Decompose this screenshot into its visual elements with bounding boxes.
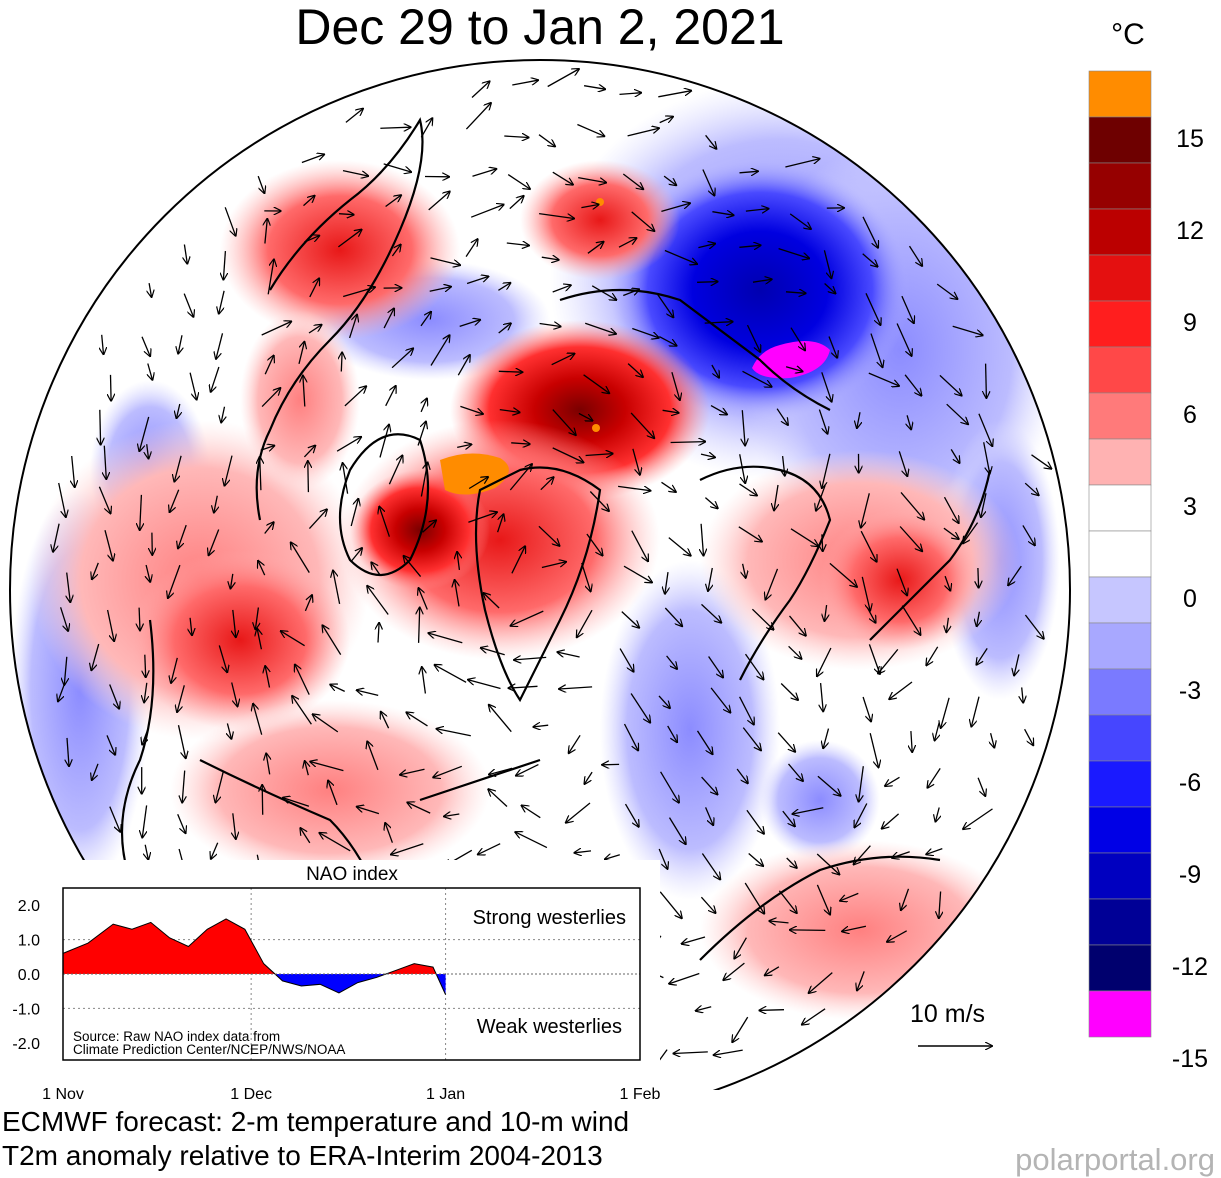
legend-color-box [1089,71,1151,117]
legend-tick-label: 9 [1160,309,1220,337]
legend-tick-label: -3 [1160,677,1220,705]
legend-unit: °C [1098,18,1158,52]
nao-title: NAO index [306,864,398,885]
legend-color-box [1089,577,1151,623]
legend-color-box [1089,209,1151,255]
legend-color-box [1089,715,1151,761]
color-legend [1088,70,1154,1090]
wind-scale-label: 10 m/s [910,1000,985,1029]
legend-color-box [1089,531,1151,577]
legend-color-box [1089,347,1151,393]
wind-arrow [790,930,826,931]
nao-x-tick-label: 1 Feb [620,1086,661,1103]
nao-index-chart: NAO index Strong westerlies Weak westerl… [0,860,680,1110]
wind-arrow [822,534,823,551]
legend-tick-label: -6 [1160,769,1220,797]
legend-color-box [1089,623,1151,669]
credit-link[interactable]: polarportal.org [1015,1142,1215,1178]
nao-y-tick-label: -2.0 [12,1036,40,1053]
nao-x-tick-label: 1 Jan [426,1086,465,1103]
legend-tick-label: -12 [1160,953,1220,981]
nao-weak-label: Weak westerlies [477,1016,622,1038]
legend-tick-label: 15 [1160,125,1220,153]
legend-color-box [1089,393,1151,439]
wind-arrow [671,442,706,443]
legend-color-box [1089,163,1151,209]
legend-color-box [1089,255,1151,301]
legend-tick-label: 3 [1160,493,1220,521]
wind-arrow [978,568,979,588]
wind-arrow [341,353,342,372]
wind-arrow [759,1010,784,1011]
nao-x-tick-label: 1 Dec [230,1086,272,1103]
legend-color-box [1089,761,1151,807]
legend-color-box [1089,945,1151,991]
nao-y-tick-label: -1.0 [12,1001,40,1018]
wind-arrow [139,608,140,631]
legend-color-box [1089,669,1151,715]
nao-strong-label: Strong westerlies [473,907,626,929]
nao-source-line-2: Climate Prediction Center/NCEP/NWS/NOAA [73,1042,345,1057]
wind-arrow [100,410,101,445]
legend-tick-label: -15 [1160,1045,1220,1073]
nao-y-tick-label: 2.0 [18,898,40,915]
legend-tick-label: 12 [1160,217,1220,245]
legend-tick-label: 0 [1160,585,1220,613]
wind-arrow [308,461,309,492]
legend-tick-label: 6 [1160,401,1220,429]
wind-arrow [111,375,112,401]
wind-arrow [499,371,523,372]
nao-y-tick-label: 1.0 [18,933,40,950]
legend-color-box [1089,117,1151,163]
legend-color-box [1089,301,1151,347]
wind-arrow [262,785,263,815]
legend-color-box [1089,853,1151,899]
legend-tick-label: -9 [1160,861,1220,889]
legend-color-box [1089,991,1151,1037]
wind-arrow [145,655,146,678]
nao-y-tick-label: 0.0 [18,967,40,984]
legend-color-box [1089,439,1151,485]
footer-line-2: T2m anomaly relative to ERA-Interim 2004… [2,1140,603,1172]
footer-line-1: ECMWF forecast: 2-m temperature and 10-m… [2,1106,629,1138]
wind-arrow [986,364,987,398]
legend-color-box [1089,899,1151,945]
wind-arrow [697,282,718,283]
nao-x-tick-label: 1 Nov [42,1086,84,1103]
legend-color-box [1089,485,1151,531]
legend-color-box [1089,807,1151,853]
